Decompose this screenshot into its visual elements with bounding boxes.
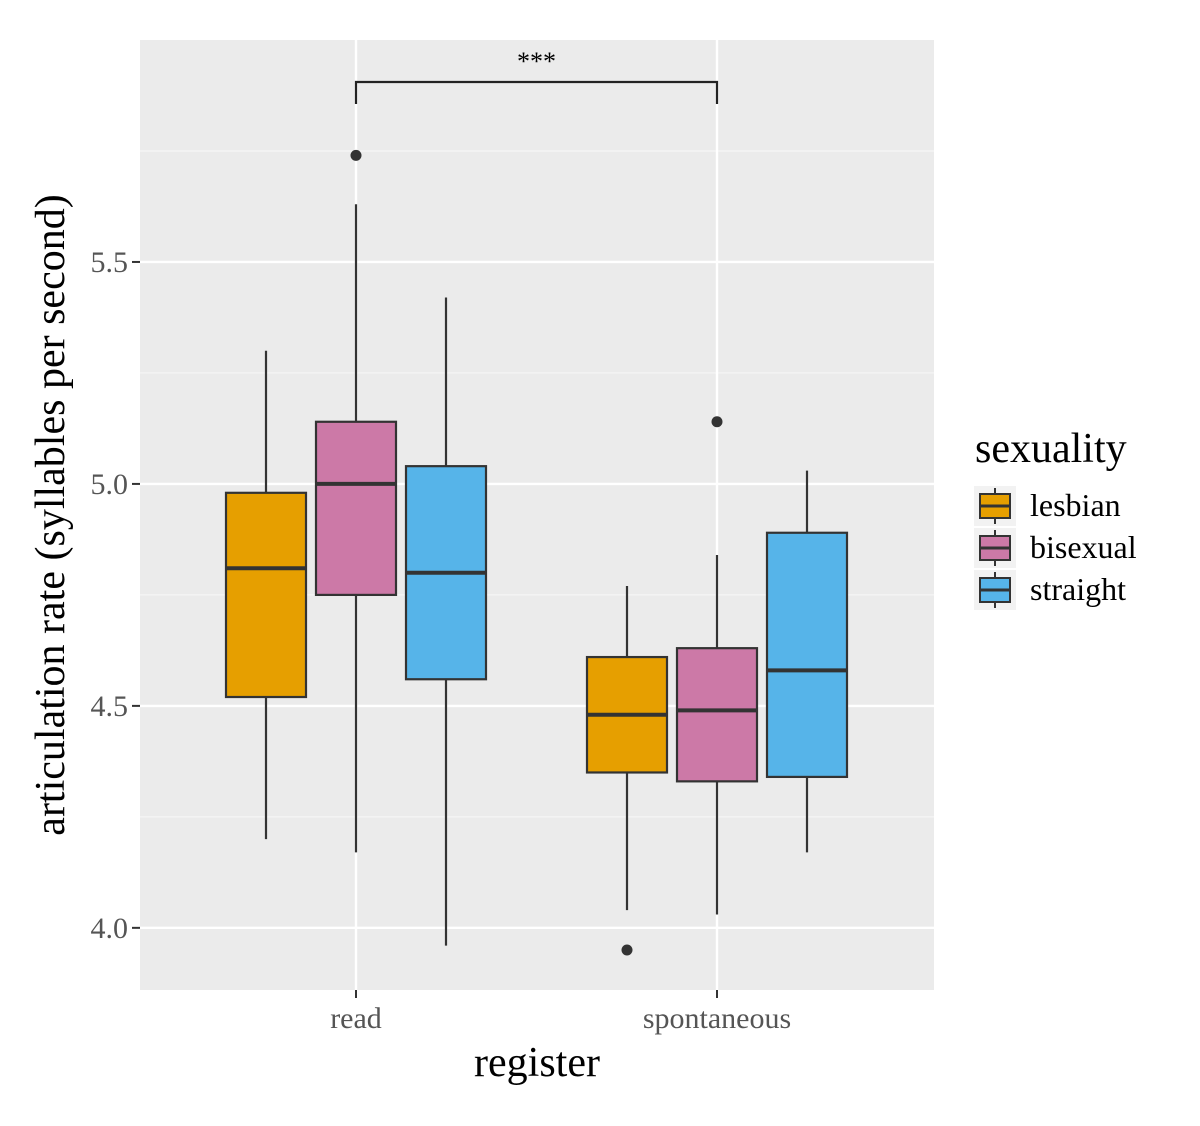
box-straight-spontaneous [765,470,849,853]
legend-label: straight [1030,571,1126,607]
legend: sexuality lesbian bisexual straight [974,426,1137,610]
x-axis-title: register [474,1040,600,1086]
legend-title: sexuality [975,426,1127,472]
x-tick-label: read [330,1002,382,1035]
box-straight-read [404,297,488,946]
significance-bracket-line [354,80,719,104]
box-bisexual-read [314,149,398,853]
legend-label: bisexual [1030,529,1137,565]
box-body [675,647,759,783]
y-tick-label: 5.0 [91,468,129,501]
y-tick-label: 4.5 [91,690,129,723]
legend-item-lesbian: lesbian [974,486,1121,526]
box-body [765,531,849,779]
box-group [224,149,849,956]
y-axis-ticks: 4.0 4.5 5.0 5.5 [91,246,140,945]
outlier-point [621,944,633,956]
box-body [224,491,308,699]
x-tick-label: spontaneous [643,1002,791,1035]
significance-label: *** [517,47,556,76]
significance-bracket: *** [354,47,719,104]
y-axis-title: articulation rate (syllables per second) [28,194,74,835]
y-tick-label: 4.0 [91,912,129,945]
legend-item-straight: straight [974,570,1126,610]
x-axis-ticks: read spontaneous [330,990,791,1035]
legend-item-bisexual: bisexual [974,528,1137,568]
y-tick-label: 5.5 [91,246,129,279]
box-lesbian-read [224,350,308,840]
box-lesbian-spontaneous [585,586,669,956]
outlier-point [350,149,362,161]
box-bisexual-spontaneous [675,416,759,915]
outlier-point [711,416,723,428]
box-body [314,420,398,597]
legend-label: lesbian [1030,487,1121,523]
